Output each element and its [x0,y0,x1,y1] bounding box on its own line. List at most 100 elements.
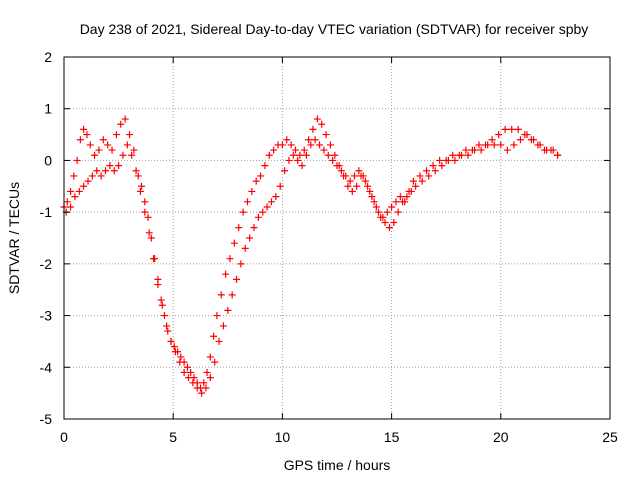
data-point [73,156,81,164]
data-point [383,208,391,216]
data-point [377,213,385,221]
data-point [230,239,238,247]
data-point [200,379,208,387]
data-point [289,151,297,159]
data-point [425,172,433,180]
data-point [119,151,127,159]
data-point [167,337,175,345]
data-point [503,146,511,154]
data-point [309,125,317,133]
x-tick-label: 10 [275,429,291,445]
data-point [126,131,134,139]
data-point [233,275,241,283]
y-tick-label: 0 [44,152,52,168]
data-point [202,384,210,392]
data-point [210,332,218,340]
data-point [184,374,192,382]
data-point [361,177,369,185]
data-point [543,146,551,154]
data-point [394,208,402,216]
data-point [412,182,420,190]
data-point [305,136,313,144]
x-tick-label: 5 [169,429,177,445]
data-point [134,172,142,180]
data-point [359,172,367,180]
data-point [67,187,75,195]
data-point [80,182,88,190]
data-point [76,136,84,144]
data-point [390,218,398,226]
data-point [206,374,214,382]
data-point [97,172,105,180]
data-point [530,136,538,144]
y-tick-label: 1 [44,101,52,117]
data-point [254,213,262,221]
data-series [62,131,562,397]
data-point [407,187,415,195]
y-tick-label: -3 [40,308,53,324]
data-point [342,172,350,180]
data-point [278,141,286,149]
data-point [88,172,96,180]
data-point [215,337,223,345]
data-point [313,115,321,123]
data-point [285,156,293,164]
data-point [294,156,302,164]
data-point [70,172,78,180]
x-tick-label: 0 [60,429,68,445]
x-axis-label: GPS time / hours [284,457,391,473]
data-point [84,177,92,185]
data-point [350,172,358,180]
data-point [257,172,265,180]
data-point [385,224,393,232]
x-tick-label: 20 [493,429,509,445]
data-point [364,182,372,190]
data-point [471,146,479,154]
data-point [418,177,426,185]
y-tick-label: -1 [40,204,53,220]
data-point [320,146,328,154]
data-point [112,131,120,139]
data-point [457,151,465,159]
data-point [180,368,188,376]
data-point [241,244,249,252]
data-point [63,198,71,206]
data-point [154,281,162,289]
data-point [276,182,284,190]
data-point [388,203,396,211]
data-point [326,141,334,149]
data-point [451,156,459,164]
data-point [283,136,291,144]
data-point [219,322,227,330]
data-point [93,167,101,175]
data-point [300,146,308,154]
data-point [516,136,524,144]
data-point [416,172,424,180]
data-point [243,198,251,206]
data-point [189,379,197,387]
data-point [423,167,431,175]
data-point [396,193,404,201]
data-point [292,146,300,154]
data-point [296,151,304,159]
data-point [267,198,275,206]
data-point [374,208,382,216]
data-point [144,213,152,221]
data-point [86,141,94,149]
y-tick-label: -2 [40,256,53,272]
data-point [477,146,485,154]
data-point [108,146,116,154]
y-tick-label: -4 [40,359,53,375]
data-point [549,146,557,154]
data-point [170,343,178,351]
data-point [239,208,247,216]
data-point [117,120,125,128]
data-point [495,131,503,139]
data-point [510,141,518,149]
data-point [265,151,273,159]
data-point [246,234,254,242]
data-point [438,162,446,170]
data-point [259,208,267,216]
data-point [80,125,88,133]
data-point [248,187,256,195]
